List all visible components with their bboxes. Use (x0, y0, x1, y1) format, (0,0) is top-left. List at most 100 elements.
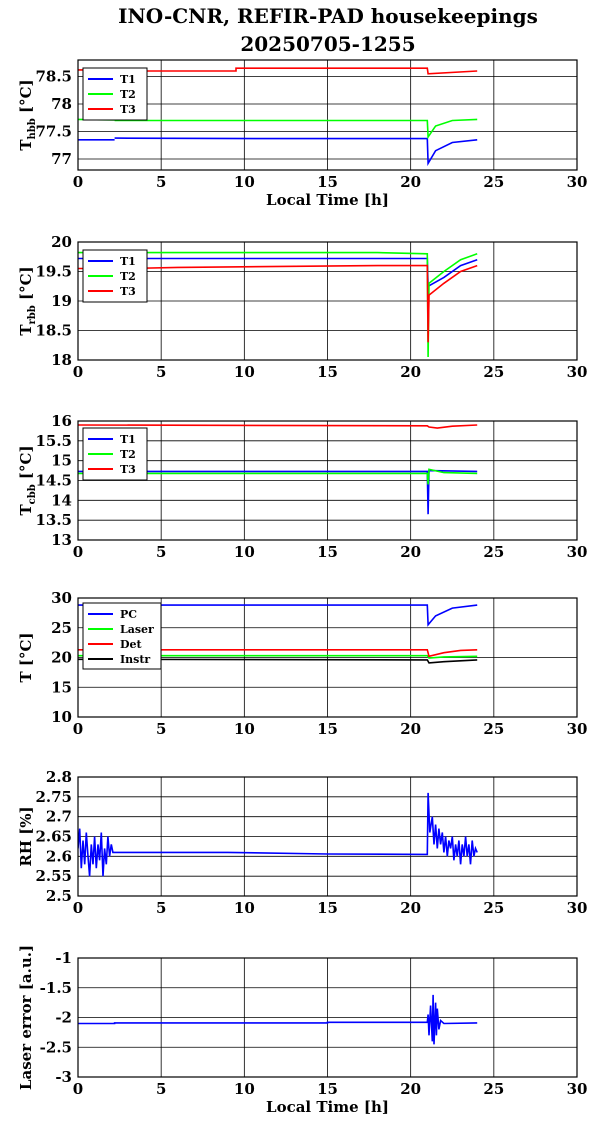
x-tick-label: 5 (156, 173, 166, 191)
x-tick-label: 5 (156, 363, 166, 381)
x-axis-label: Local Time [h] (266, 191, 389, 209)
series-line-series-1 (78, 792, 478, 877)
legend-label: Instr (120, 653, 150, 666)
y-tick-label: 18 (51, 351, 72, 369)
legend-label: Det (120, 638, 143, 651)
legend-label: T3 (120, 103, 136, 116)
x-tick-label: 0 (73, 899, 83, 917)
x-tick-label: 25 (483, 363, 504, 381)
x-tick-label: 10 (234, 1080, 255, 1098)
x-tick-label: 15 (317, 363, 338, 381)
legend-label: T3 (120, 463, 136, 476)
y-tick-label: 2.5 (46, 887, 72, 905)
legend: T1 T2 T3 (82, 67, 148, 121)
x-tick-label: 20 (400, 1080, 421, 1098)
x-tick-label: 10 (234, 543, 255, 561)
x-tick-label: 0 (73, 173, 83, 191)
legend-label: T1 (120, 255, 136, 268)
x-tick-label: 5 (156, 1080, 166, 1098)
x-tick-label: 20 (400, 543, 421, 561)
y-tick-label: 18.5 (35, 322, 72, 340)
plot-frame (77, 420, 578, 541)
y-tick-label: 14.5 (35, 472, 72, 490)
x-tick-label: 15 (317, 899, 338, 917)
x-tick-label: 15 (317, 543, 338, 561)
y-tick-label: 13.5 (35, 511, 72, 529)
y-tick-label: 10 (51, 708, 72, 726)
x-tick-label: 25 (483, 720, 504, 738)
plot-frame (77, 597, 578, 718)
legend-label: T2 (120, 448, 136, 461)
y-tick-label: 78 (51, 95, 72, 113)
y-axis-label: Laser error [a.u.] (17, 945, 35, 1090)
series-line-t3 (78, 264, 478, 343)
y-tick-label: -1 (55, 949, 72, 967)
y-axis-label: RH [%] (17, 806, 35, 866)
series-line-t3 (78, 424, 478, 429)
series-line-instr (78, 658, 478, 664)
series-line-laser (78, 654, 478, 659)
x-tick-label: 25 (483, 1080, 504, 1098)
x-tick-label: 0 (73, 720, 83, 738)
y-tick-label: 2.7 (46, 808, 72, 826)
legend-label: T1 (120, 433, 136, 446)
y-tick-label: -2.5 (40, 1038, 72, 1056)
series-line-series-1 (78, 994, 478, 1045)
x-tick-label: 5 (156, 720, 166, 738)
y-tick-label: -2 (55, 1009, 72, 1027)
y-tick-label: 30 (51, 589, 72, 607)
x-tick-label: 25 (483, 543, 504, 561)
series-line-t2 (78, 468, 478, 485)
chart-panel-5: 0 5 10 15 20 25 30 2.5 2.55 2.62.65 2.7 2.75 2.8 RH [… (17, 768, 587, 917)
plot-frame (77, 241, 578, 361)
y-axis-label: T [°C] (17, 632, 35, 682)
y-tick-label: 78.5 (35, 68, 72, 86)
y-tick-label: 15.5 (35, 432, 72, 450)
series-line-t2 (78, 118, 478, 140)
chart-panel-4: 0 5 10 15 20 25 30 10 15 20 25 30 T [°C] PC Laser Det In… (17, 589, 587, 738)
y-tick-label: 25 (51, 619, 72, 637)
x-tick-label: 10 (234, 899, 255, 917)
x-tick-label: 10 (234, 363, 255, 381)
x-tick-label: 30 (567, 899, 588, 917)
x-tick-label: 20 (400, 363, 421, 381)
x-tick-label: 5 (156, 543, 166, 561)
y-tick-label: 19 (51, 292, 72, 310)
y-tick-label: 2.6 (46, 847, 72, 865)
legend-label: T2 (120, 270, 136, 283)
x-tick-label: 0 (73, 1080, 83, 1098)
y-tick-label: 16 (51, 412, 72, 430)
y-tick-label: 20 (51, 233, 72, 251)
plot-frame (77, 59, 578, 171)
x-tick-label: 20 (400, 720, 421, 738)
plot-frame (77, 776, 578, 897)
y-axis-label: Thbb [°C] (17, 79, 38, 150)
legend: T1 T2 T3 (82, 427, 148, 481)
x-tick-label: 30 (567, 363, 588, 381)
x-tick-label: 20 (400, 899, 421, 917)
series-line-pc (78, 604, 478, 627)
y-tick-label: 15 (51, 678, 72, 696)
legend: T1 T2 T3 (82, 249, 148, 303)
y-tick-label: 20 (51, 649, 72, 667)
chart-panels: 0 5 10 15 20 25 30 77 77.5 78 78.5 Local Time [h] Th… (17, 59, 588, 1116)
y-axis-label: Trbb [°C] (17, 266, 38, 335)
y-tick-label: 19.5 (35, 263, 72, 281)
plot-frame (77, 957, 578, 1078)
x-tick-label: 15 (317, 173, 338, 191)
y-tick-label: 15 (51, 452, 72, 470)
x-tick-label: 25 (483, 899, 504, 917)
y-tick-label: 2.65 (35, 828, 72, 846)
x-tick-label: 5 (156, 899, 166, 917)
figure-title-line2: 20250705-1255 (240, 32, 415, 56)
x-tick-label: 30 (567, 1080, 588, 1098)
y-tick-label: 14 (51, 491, 72, 509)
x-tick-label: 10 (234, 720, 255, 738)
y-axis-label: Tcbb [°C] (17, 445, 38, 515)
y-tick-label: 2.55 (35, 867, 72, 885)
legend: PC Laser Det Instr (82, 602, 162, 670)
x-tick-label: 15 (317, 720, 338, 738)
legend-label: T3 (120, 285, 136, 298)
